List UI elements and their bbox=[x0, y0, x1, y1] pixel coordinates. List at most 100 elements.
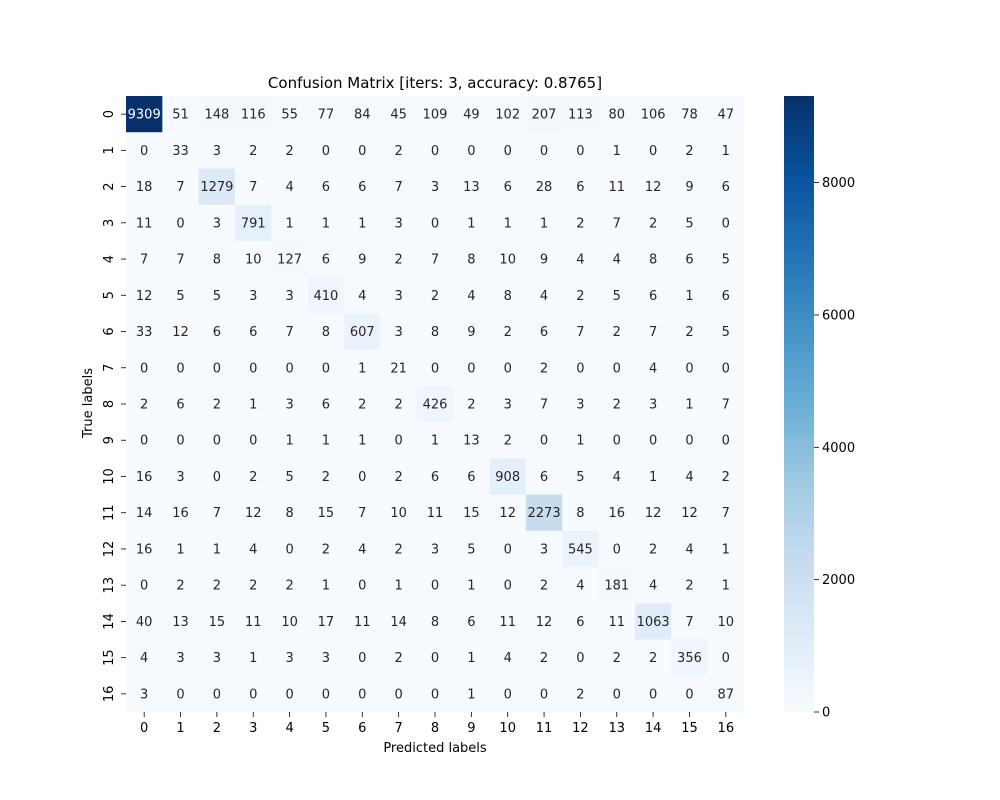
cell-value-label: 0 bbox=[249, 361, 257, 376]
cell-value-label: 0 bbox=[504, 687, 512, 702]
heatmap-cell bbox=[416, 168, 454, 206]
heatmap-cell bbox=[344, 385, 381, 423]
heatmap-cell bbox=[562, 639, 600, 677]
heatmap-cell bbox=[271, 349, 309, 387]
heatmap-cell bbox=[562, 132, 600, 169]
heatmap-cell bbox=[380, 204, 418, 242]
heatmap-cell bbox=[525, 168, 563, 206]
heatmap-cell bbox=[707, 494, 745, 532]
heatmap-cell bbox=[598, 96, 636, 133]
heatmap-cell bbox=[380, 603, 418, 641]
cell-value-label: 45 bbox=[390, 108, 407, 123]
x-tick-label: 3 bbox=[249, 721, 257, 736]
cell-value-label: 7 bbox=[285, 325, 293, 340]
heatmap-cell bbox=[598, 494, 636, 532]
cell-value-label: 4 bbox=[685, 542, 693, 557]
cell-value-label: 51 bbox=[172, 108, 189, 123]
cell-value-label: 0 bbox=[358, 144, 366, 159]
heatmap-cell bbox=[307, 96, 345, 133]
cell-value-label: 2 bbox=[395, 542, 403, 557]
heatmap-cell bbox=[235, 567, 272, 604]
x-tick-label: 4 bbox=[285, 721, 293, 736]
heatmap-cell bbox=[416, 277, 454, 314]
heatmap-cell bbox=[126, 277, 163, 314]
cell-value-label: 0 bbox=[467, 144, 475, 159]
cell-value-label: 13 bbox=[463, 434, 480, 449]
heatmap-cell bbox=[562, 96, 600, 133]
cell-value-label: 11 bbox=[608, 615, 625, 630]
heatmap-cell bbox=[307, 675, 345, 713]
heatmap-cell bbox=[453, 567, 491, 604]
cell-value-label: 12 bbox=[536, 615, 553, 630]
cell-value-label: 8 bbox=[213, 253, 221, 268]
heatmap-cell bbox=[707, 240, 745, 278]
cell-value-label: 1 bbox=[249, 398, 257, 413]
heatmap-cell bbox=[235, 530, 272, 568]
heatmap-cell bbox=[126, 458, 163, 496]
heatmap-cell bbox=[235, 204, 272, 242]
cell-value-label: 2 bbox=[285, 579, 293, 594]
heatmap-cell bbox=[671, 313, 709, 351]
heatmap-cell bbox=[489, 567, 527, 604]
heatmap-cell bbox=[489, 132, 527, 169]
cell-value-label: 2 bbox=[395, 651, 403, 666]
heatmap-cell bbox=[489, 349, 527, 387]
heatmap-cell bbox=[380, 567, 418, 604]
heatmap-cell bbox=[525, 639, 563, 677]
heatmap-cell bbox=[598, 385, 636, 423]
cell-value-label: 0 bbox=[504, 144, 512, 159]
cell-value-label: 3 bbox=[285, 651, 293, 666]
cell-value-label: 5 bbox=[467, 542, 475, 557]
heatmap-cell bbox=[344, 132, 381, 169]
heatmap-cell bbox=[489, 168, 527, 206]
heatmap-cell bbox=[307, 458, 345, 496]
cell-value-label: 8 bbox=[431, 615, 439, 630]
cell-value-label: 1 bbox=[285, 216, 293, 231]
y-tick-label: 14 bbox=[102, 613, 117, 630]
cell-value-label: 6 bbox=[722, 180, 730, 195]
cell-value-label: 0 bbox=[685, 434, 693, 449]
cell-value-label: 6 bbox=[504, 180, 512, 195]
cell-value-label: 0 bbox=[540, 144, 548, 159]
heatmap-cell bbox=[126, 132, 163, 169]
cell-value-label: 6 bbox=[540, 325, 548, 340]
heatmap-cell bbox=[671, 603, 709, 641]
cell-value-label: 1279 bbox=[200, 180, 233, 195]
heatmap-cell bbox=[162, 675, 200, 713]
heatmap-cell bbox=[598, 349, 636, 387]
cell-value-label: 15 bbox=[209, 615, 226, 630]
cell-value-label: 5 bbox=[213, 289, 221, 304]
heatmap-cell bbox=[271, 530, 309, 568]
cell-value-label: 13 bbox=[463, 180, 480, 195]
heatmap-cell bbox=[344, 96, 381, 133]
heatmap-cell bbox=[126, 422, 163, 459]
cell-value-label: 10 bbox=[245, 253, 262, 268]
heatmap-cell bbox=[271, 422, 309, 459]
cell-value-label: 1 bbox=[467, 579, 475, 594]
cell-value-label: 0 bbox=[613, 542, 621, 557]
heatmap-cell bbox=[162, 385, 200, 423]
cell-value-label: 2 bbox=[540, 361, 548, 376]
cell-value-label: 3 bbox=[213, 144, 221, 159]
cell-value-label: 78 bbox=[681, 108, 698, 123]
cell-value-label: 2 bbox=[540, 579, 548, 594]
cell-value-label: 0 bbox=[649, 434, 657, 449]
cell-value-label: 4 bbox=[285, 180, 293, 195]
cell-value-label: 2 bbox=[540, 651, 548, 666]
heatmap-cell bbox=[598, 313, 636, 351]
heatmap-cell bbox=[380, 494, 418, 532]
cell-value-label: 1 bbox=[322, 579, 330, 594]
cell-value-label: 0 bbox=[140, 434, 148, 449]
heatmap-cell bbox=[271, 603, 309, 641]
heatmap-cell bbox=[416, 96, 454, 133]
cell-value-label: 1 bbox=[358, 216, 366, 231]
y-tick-label: 11 bbox=[102, 504, 117, 521]
cell-value-label: 0 bbox=[504, 579, 512, 594]
cell-value-label: 4 bbox=[504, 651, 512, 666]
heatmap-cell bbox=[453, 458, 491, 496]
heatmap-cell bbox=[126, 567, 163, 604]
cell-value-label: 426 bbox=[423, 398, 448, 413]
heatmap-cell bbox=[562, 313, 600, 351]
heatmap-cell bbox=[380, 349, 418, 387]
cell-value-label: 0 bbox=[213, 470, 221, 485]
